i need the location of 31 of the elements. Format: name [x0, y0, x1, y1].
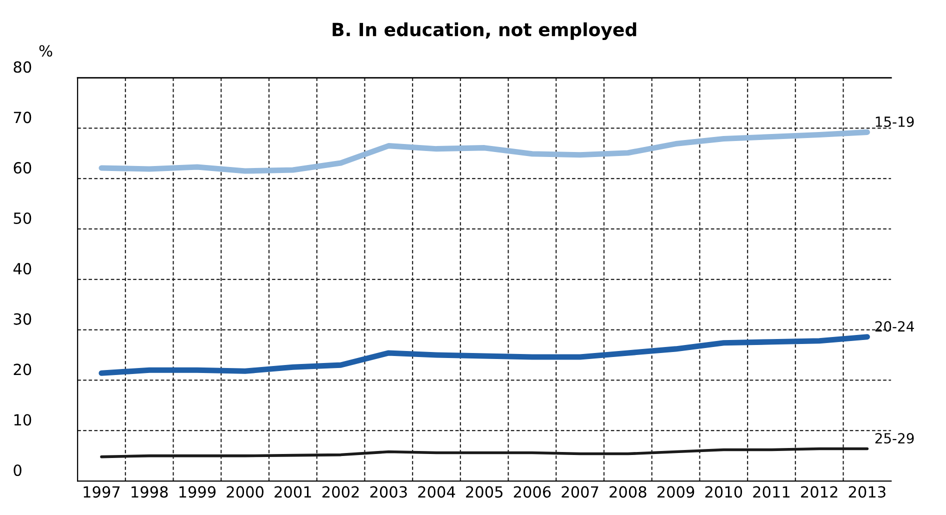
series-label: 25-29 — [875, 433, 914, 444]
y-tick-label: 30 — [14, 313, 32, 325]
x-tick-label: 2004 — [418, 486, 456, 498]
x-tick-label: 2005 — [466, 486, 502, 498]
x-tick-label: 2001 — [274, 486, 311, 498]
chart-title: B. In education, not employed — [332, 22, 636, 40]
x-tick-label: 2012 — [801, 486, 838, 498]
x-tick-label: 2006 — [514, 486, 551, 498]
y-tick-label: 80 — [14, 61, 32, 73]
x-tick-label: 2013 — [848, 486, 886, 498]
x-tick-label: 2007 — [562, 486, 598, 498]
x-tick-label: 2000 — [226, 486, 264, 498]
x-tick-label: 2003 — [370, 486, 407, 498]
x-tick-label: 2009 — [657, 486, 694, 498]
series-label: 15-19 — [876, 116, 914, 127]
x-tick-label: 2002 — [322, 486, 359, 498]
x-tick-label: 1998 — [132, 486, 168, 498]
series-label: 20-24 — [875, 321, 914, 332]
y-tick-label: 50 — [14, 212, 32, 224]
y-axis-title: % — [39, 45, 52, 57]
y-tick-label: 40 — [13, 262, 32, 274]
y-tick-label: 20 — [14, 364, 32, 376]
x-tick-label: 1999 — [179, 486, 216, 498]
y-tick-label: 60 — [14, 162, 32, 174]
x-tick-label: 2008 — [610, 486, 646, 498]
x-tick-label: 2011 — [753, 486, 790, 498]
y-tick-label: 0 — [14, 464, 22, 476]
y-tick-label: 70 — [14, 112, 32, 124]
y-tick-label: 10 — [14, 414, 32, 426]
x-tick-label: 2010 — [705, 486, 742, 498]
x-tick-label: 1997 — [84, 486, 120, 498]
